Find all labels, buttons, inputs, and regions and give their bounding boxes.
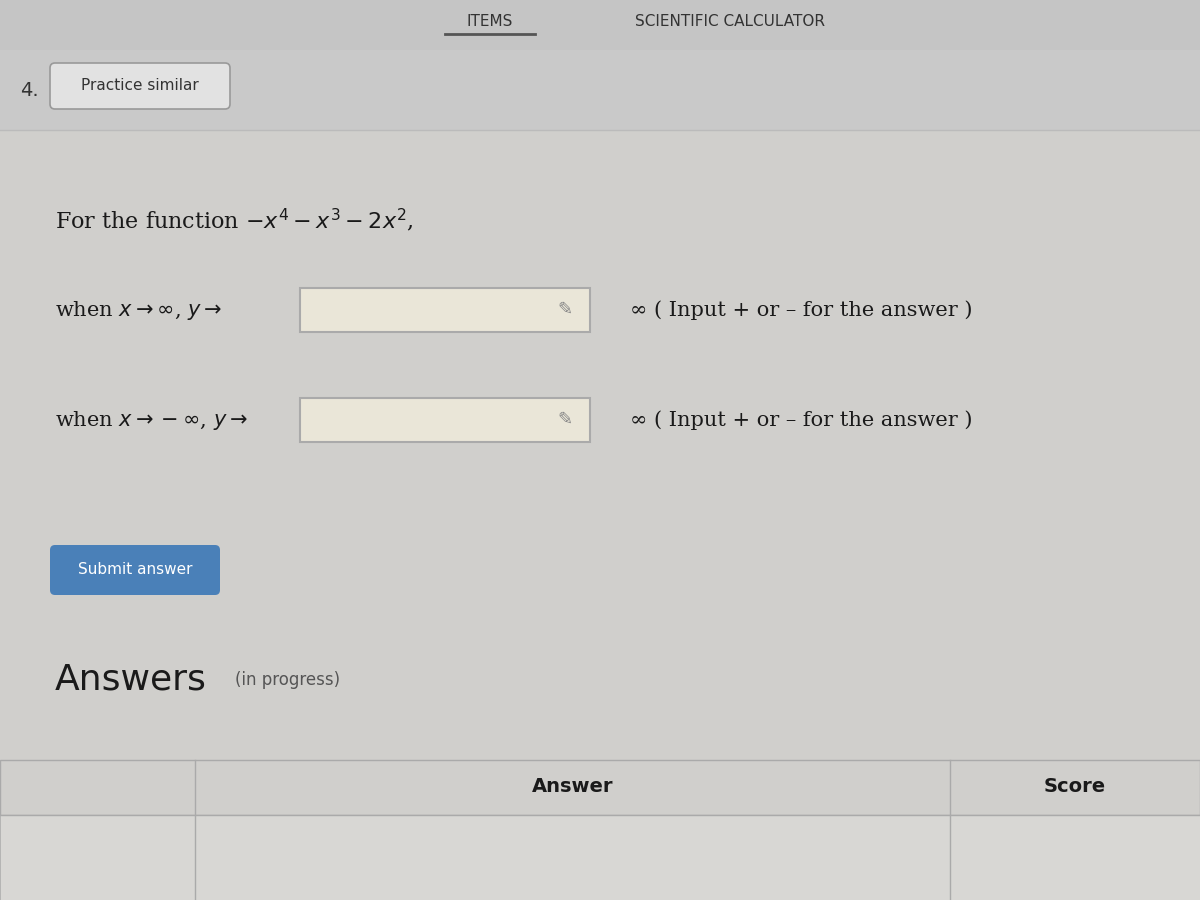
Bar — [0, 815, 1200, 900]
Text: ✎: ✎ — [558, 301, 572, 319]
Text: Score: Score — [1044, 778, 1106, 796]
Text: ∞ ( Input + or – for the answer ): ∞ ( Input + or – for the answer ) — [630, 410, 972, 430]
Bar — [300, 288, 590, 332]
Text: 4.: 4. — [20, 80, 38, 100]
Bar — [300, 398, 590, 442]
Text: ∞ ( Input + or – for the answer ): ∞ ( Input + or – for the answer ) — [630, 301, 972, 320]
Text: SCIENTIFIC CALCULATOR: SCIENTIFIC CALCULATOR — [635, 14, 826, 30]
Bar — [0, 0, 1200, 50]
Text: (in progress): (in progress) — [235, 671, 340, 689]
Text: Answer: Answer — [532, 778, 613, 796]
Text: ITEMS: ITEMS — [467, 14, 514, 30]
FancyBboxPatch shape — [50, 545, 220, 595]
Text: For the function $-x^4 - x^3 - 2x^2$,: For the function $-x^4 - x^3 - 2x^2$, — [55, 206, 414, 234]
Text: when $x \rightarrow \infty$, $y \rightarrow$: when $x \rightarrow \infty$, $y \rightar… — [55, 299, 222, 321]
Bar — [0, 50, 1200, 130]
FancyBboxPatch shape — [50, 63, 230, 109]
Bar — [0, 130, 1200, 760]
Text: Practice similar: Practice similar — [82, 78, 199, 94]
Bar — [0, 760, 1200, 815]
Text: ✎: ✎ — [558, 411, 572, 429]
Text: when $x \rightarrow -\infty$, $y \rightarrow$: when $x \rightarrow -\infty$, $y \righta… — [55, 409, 248, 431]
Text: Answers: Answers — [55, 663, 206, 697]
Text: Submit answer: Submit answer — [78, 562, 192, 578]
